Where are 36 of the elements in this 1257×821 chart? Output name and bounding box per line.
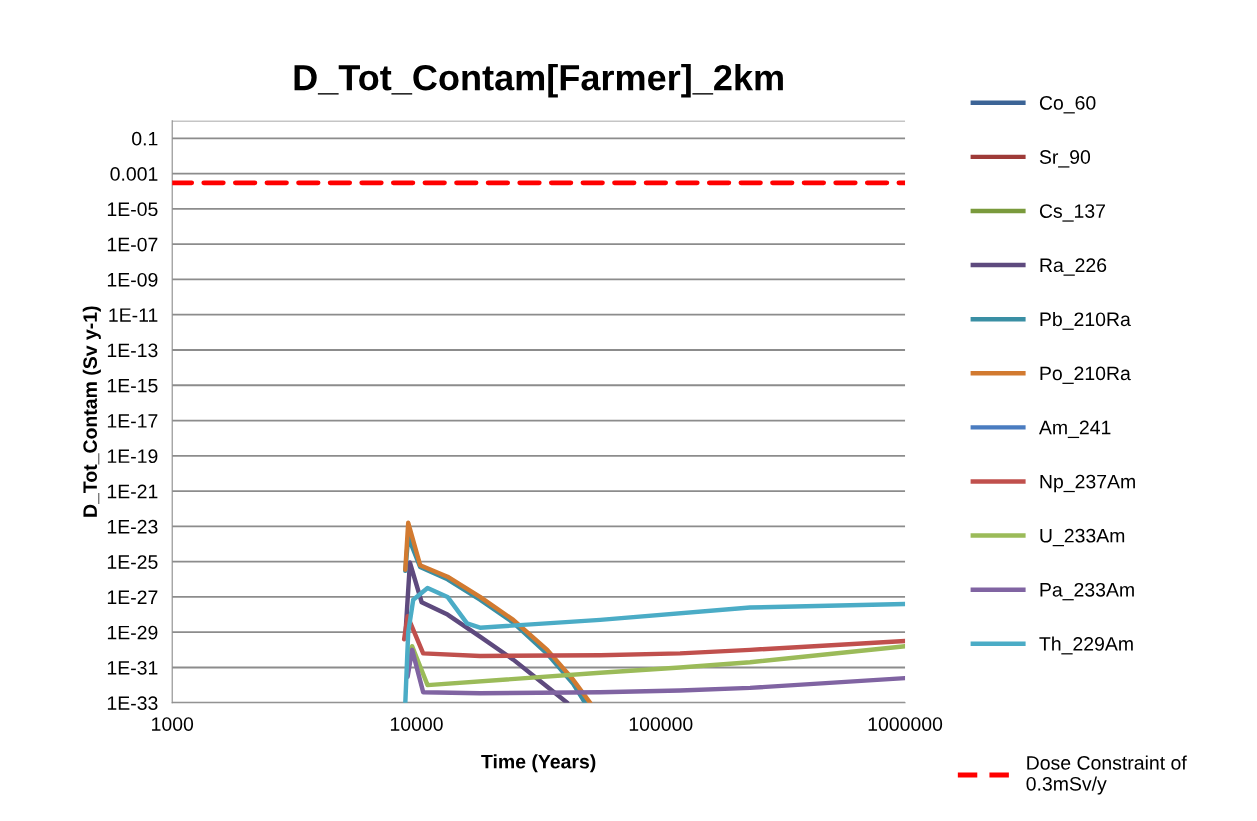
x-tick-label: 10000: [390, 717, 443, 731]
y-tick-label: 1E-31: [107, 660, 158, 675]
legend-label: Dose Constraint of 0.3mSv/y: [1026, 755, 1187, 795]
y-tick-label: 0.001: [110, 167, 158, 181]
y-axis-title: D_Tot_Contam (Sv y-1): [82, 306, 101, 517]
y-tick-label: 1E-09: [107, 272, 158, 287]
legend-label: U_233Am: [1040, 528, 1125, 547]
y-tick-label: 1E-07: [107, 237, 158, 252]
x-tick-label: 100000: [629, 717, 693, 731]
y-tick-label: 1E-13: [107, 343, 158, 358]
y-tick-label: 1E-15: [107, 378, 158, 393]
y-tick-label: 1E-29: [107, 625, 158, 640]
x-axis-title: Time (Years): [481, 754, 596, 773]
y-tick-label: 1E-19: [107, 449, 158, 464]
y-tick-label: 1E-25: [107, 555, 158, 569]
y-tick-label: 1E-27: [107, 590, 158, 604]
y-tick-label: 1E-21: [107, 484, 158, 499]
legend-label: Po_210Ra: [1040, 366, 1131, 384]
x-tick-label: 1000: [152, 717, 194, 731]
y-tick-label: 1E-05: [107, 202, 158, 217]
legend-label: Pb_210Ra: [1040, 311, 1131, 330]
legend-label: Cs_137: [1039, 204, 1105, 222]
y-tick-label: 1E-33: [107, 696, 158, 711]
legend-label: Np_237Am: [1040, 474, 1135, 493]
legend-label: Pa_233Am: [1040, 582, 1134, 601]
x-tick-label: 1000000: [868, 717, 943, 731]
y-tick-label: 0.1: [132, 131, 158, 146]
chart-title: D_Tot_Contam[Farmer]_2km: [294, 63, 783, 98]
y-tick-label: 1E-11: [109, 308, 158, 322]
legend-label: Am_241: [1038, 420, 1111, 439]
legend-label: Sr_90: [1039, 150, 1091, 168]
y-tick-label: 1E-17: [107, 414, 158, 428]
y-tick-label: 1E-23: [107, 519, 158, 534]
legend-label: Th_229Am: [1039, 636, 1133, 655]
legend-label: Co_60: [1039, 96, 1096, 114]
legend-label: Ra_226: [1040, 258, 1107, 276]
